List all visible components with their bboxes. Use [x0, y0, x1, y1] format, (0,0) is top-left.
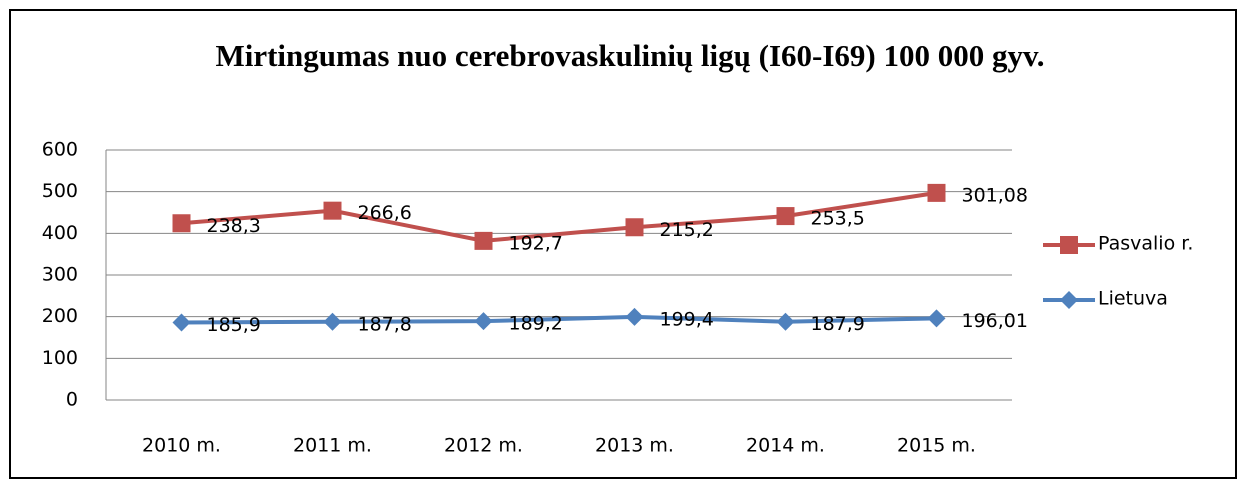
y-tick-label: 500: [42, 180, 78, 202]
chart-title: Mirtingumas nuo cerebrovaskulinių ligų (…: [215, 38, 1045, 73]
marker: [625, 307, 644, 326]
data-label: 215,2: [660, 219, 714, 241]
marker: [474, 231, 493, 250]
marker: [172, 214, 191, 233]
y-tick-label: 600: [42, 139, 78, 161]
data-label: 187,9: [811, 313, 865, 335]
marker: [927, 183, 946, 202]
series-line: [181, 190, 937, 243]
marker: [1060, 291, 1078, 309]
legend-label: Pasvalio r.: [1098, 233, 1193, 255]
legend-label: Lietuva: [1098, 288, 1168, 310]
data-label: 199,4: [660, 308, 714, 330]
marker: [1060, 236, 1078, 254]
marker: [776, 207, 795, 226]
marker: [323, 201, 342, 220]
x-tick-label: 2010 m.: [142, 435, 221, 457]
y-tick-label: 400: [42, 222, 78, 244]
data-label: 192,7: [509, 232, 563, 254]
marker: [172, 313, 191, 332]
x-tick-label: 2014 m.: [746, 435, 825, 457]
x-tick-label: 2013 m.: [595, 435, 674, 457]
marker: [927, 309, 946, 328]
data-label: 189,2: [509, 313, 563, 335]
x-tick-label: 2011 m.: [293, 435, 372, 457]
data-label: 266,6: [358, 202, 412, 224]
x-tick-label: 2015 m.: [897, 435, 976, 457]
data-label: 238,3: [207, 215, 261, 237]
data-label: 301,08: [962, 184, 1028, 206]
data-label: 253,5: [811, 208, 865, 230]
marker: [625, 218, 644, 237]
data-label: 187,8: [358, 313, 412, 335]
y-tick-label: 200: [42, 305, 78, 327]
x-tick-label: 2012 m.: [444, 435, 523, 457]
series-line: [181, 314, 937, 325]
y-tick-label: 0: [66, 389, 78, 411]
marker: [776, 312, 795, 331]
data-label: 196,01: [962, 310, 1028, 332]
data-label: 185,9: [207, 314, 261, 336]
marker: [474, 312, 493, 331]
marker: [323, 312, 342, 331]
y-tick-label: 300: [42, 264, 78, 286]
y-tick-label: 100: [42, 347, 78, 369]
